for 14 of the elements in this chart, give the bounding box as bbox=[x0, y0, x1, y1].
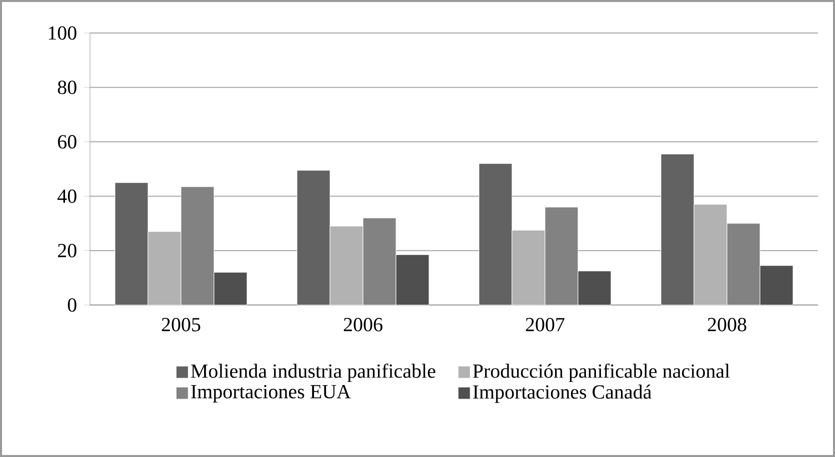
legend-label: Importaciones Canadá bbox=[473, 384, 652, 403]
legend-label: Producción panificable nacional bbox=[472, 364, 730, 382]
y-tick-label: 40 bbox=[58, 189, 76, 203]
legend-label: Importaciones EUA bbox=[191, 384, 351, 402]
legend-label: Molienda industria panificable bbox=[191, 364, 436, 382]
y-tick-label: 100 bbox=[48, 26, 76, 40]
y-tick-label: 0 bbox=[68, 298, 76, 312]
x-tick-label: 2007 bbox=[526, 318, 564, 332]
y-tick-label: 20 bbox=[58, 244, 76, 258]
x-tick-label: 2006 bbox=[344, 318, 382, 332]
y-tick-label: 60 bbox=[58, 135, 76, 149]
x-tick-label: 2008 bbox=[708, 318, 746, 332]
x-tick-label: 2005 bbox=[162, 318, 200, 332]
y-tick-label: 80 bbox=[58, 80, 76, 94]
